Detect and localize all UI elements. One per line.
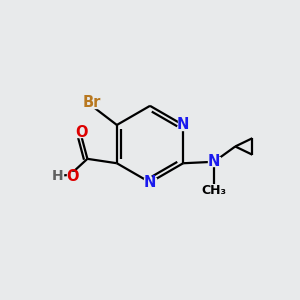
Bar	[76, 128, 87, 137]
Text: N: N	[208, 154, 220, 169]
Bar	[144, 178, 156, 187]
Bar	[67, 172, 78, 181]
Text: O: O	[75, 125, 88, 140]
Text: CH₃: CH₃	[202, 184, 226, 197]
Text: O: O	[66, 169, 79, 184]
Text: Br: Br	[82, 95, 101, 110]
Bar	[178, 120, 189, 130]
Bar	[52, 171, 63, 180]
Bar	[82, 98, 101, 108]
Text: N: N	[177, 118, 189, 133]
Bar	[208, 157, 220, 167]
Text: N: N	[144, 175, 156, 190]
Text: H: H	[52, 169, 63, 183]
